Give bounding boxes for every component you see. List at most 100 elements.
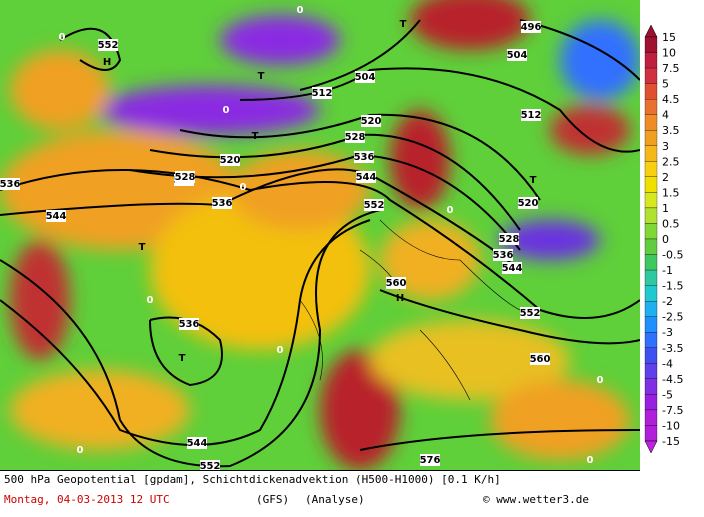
legend-swatch [644, 145, 658, 162]
label-box [355, 71, 375, 83]
label-box [386, 277, 406, 289]
legend-bottom [644, 440, 658, 454]
map-label: 496 [521, 22, 542, 33]
map-label: 544 [356, 172, 377, 183]
map-label: 520 [220, 155, 241, 166]
legend-top [644, 24, 658, 38]
label-box [354, 151, 374, 163]
legend-swatch [644, 176, 658, 193]
legend-swatch [644, 192, 658, 209]
legend-swatch [644, 394, 658, 411]
map-label: 528 [499, 234, 520, 245]
legend-swatch [644, 238, 658, 255]
legend-swatch [644, 409, 658, 426]
label-box [212, 197, 232, 209]
legend-swatch [644, 347, 658, 364]
legend-label: -3.5 [662, 342, 683, 355]
label-box [493, 249, 513, 261]
legend-label: -4 [662, 357, 673, 370]
map-label: H [396, 293, 404, 304]
legend-label: -10 [662, 419, 680, 432]
legend-label: -15 [662, 435, 680, 448]
map-label: 520 [518, 198, 539, 209]
map-label: 0 [597, 375, 604, 386]
map-label: 512 [521, 110, 542, 121]
map-label: T [139, 242, 146, 253]
map-label: 512 [312, 88, 333, 99]
label-box [200, 460, 220, 472]
map-label: 504 [507, 50, 528, 61]
legend-label: 7.5 [662, 62, 680, 75]
legend-swatch [644, 301, 658, 317]
map-label: 560 [530, 354, 551, 365]
map-label: 544 [502, 263, 523, 274]
legend-swatch [644, 130, 658, 146]
legend-label: -7.5 [662, 404, 683, 417]
map-label: 552 [98, 40, 119, 51]
label-box [521, 21, 541, 33]
legend-label: 10 [662, 47, 676, 60]
map-label: 0 [277, 345, 284, 356]
map-label: 552 [520, 308, 541, 319]
map-label: 544 [46, 211, 67, 222]
map-label: 544 [187, 438, 208, 449]
map-label: 536 [179, 319, 200, 330]
label-box [175, 171, 195, 183]
map-label: 0 [77, 445, 84, 456]
legend-swatch [644, 254, 658, 271]
map-label: T [258, 71, 265, 82]
label-box [0, 178, 20, 190]
map-label: 552 [364, 200, 385, 211]
map-label: T [530, 175, 537, 186]
legend-label: 4.5 [662, 93, 680, 106]
description: 500 hPa Geopotential [gpdam], Schichtdic… [4, 473, 501, 486]
map-label: 0 [223, 105, 230, 116]
legend-swatch [644, 316, 658, 333]
map-label: 0 [59, 32, 66, 43]
label-box [499, 233, 519, 245]
label-box [364, 199, 384, 211]
map-label: 528 [345, 132, 366, 143]
legend-label: 0.5 [662, 217, 680, 230]
legend-label: -0.5 [662, 249, 683, 262]
legend-label: -2.5 [662, 311, 683, 324]
legend-swatch [644, 378, 658, 395]
map-label: 0 [297, 5, 304, 16]
label-box [521, 109, 541, 121]
legend-swatch [644, 83, 658, 100]
legend-label: 5 [662, 78, 669, 91]
legend-swatch [644, 52, 658, 69]
map-label: 528 [175, 172, 196, 183]
legend-swatch [644, 114, 658, 131]
legend-swatch [644, 161, 658, 177]
label-box [420, 454, 440, 466]
label-box [518, 197, 538, 209]
label-box [507, 49, 527, 61]
label-box [530, 353, 550, 365]
map-label: 520 [361, 116, 382, 127]
map-label: T [179, 353, 186, 364]
model: (GFS) [256, 493, 289, 506]
map-label: T [252, 131, 259, 142]
map-label: 536 [493, 250, 514, 261]
date: Montag, 04-03-2013 12 UTC [4, 493, 170, 506]
legend-label: -2 [662, 295, 673, 308]
map-label: 0 [147, 295, 154, 306]
legend-label: 2.5 [662, 155, 680, 168]
legend-label: 1.5 [662, 186, 680, 199]
label-box [345, 131, 365, 143]
legend-label: -5 [662, 388, 673, 401]
map-label: 536 [0, 179, 20, 190]
map-label: 560 [386, 278, 407, 289]
label-box [98, 39, 118, 51]
legend-label: 15 [662, 31, 676, 44]
legend-label: -4.5 [662, 373, 683, 386]
label-box [220, 154, 240, 166]
map-label: 504 [355, 72, 376, 83]
legend-label: 3.5 [662, 124, 680, 137]
legend-label: 0 [662, 233, 669, 246]
map-label: 0 [447, 205, 454, 216]
label-box [179, 318, 199, 330]
map-label: H [103, 57, 111, 68]
